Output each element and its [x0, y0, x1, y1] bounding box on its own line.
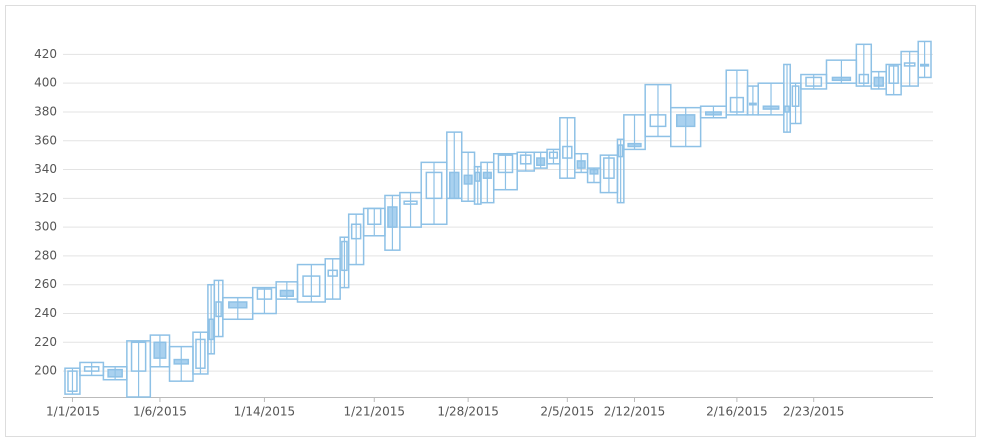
y-tick-label: 420 [34, 47, 57, 61]
x-tick-label: 2/16/2015 [706, 405, 768, 419]
y-tick-label: 320 [34, 191, 57, 205]
x-tick-label: 1/21/2015 [344, 405, 406, 419]
x-tick-label: 1/6/2015 [133, 405, 187, 419]
y-tick-label: 240 [34, 306, 57, 320]
chart-border [5, 5, 976, 437]
y-tick-label: 380 [34, 104, 57, 118]
y-tick-label: 260 [34, 277, 57, 291]
y-tick-label: 340 [34, 162, 57, 176]
y-tick-label: 280 [34, 248, 57, 262]
x-tick-label: 2/23/2015 [783, 405, 845, 419]
x-tick-label: 1/14/2015 [234, 405, 296, 419]
y-tick-label: 300 [34, 220, 57, 234]
y-tick-label: 400 [34, 76, 57, 90]
x-tick-label: 1/28/2015 [437, 405, 499, 419]
y-tick-label: 360 [34, 133, 57, 147]
x-tick-label: 2/12/2015 [604, 405, 666, 419]
y-tick-label: 200 [34, 364, 57, 378]
x-tick-label: 1/1/2015 [46, 405, 100, 419]
y-tick-label: 220 [34, 335, 57, 349]
x-tick-label: 2/5/2015 [540, 405, 594, 419]
